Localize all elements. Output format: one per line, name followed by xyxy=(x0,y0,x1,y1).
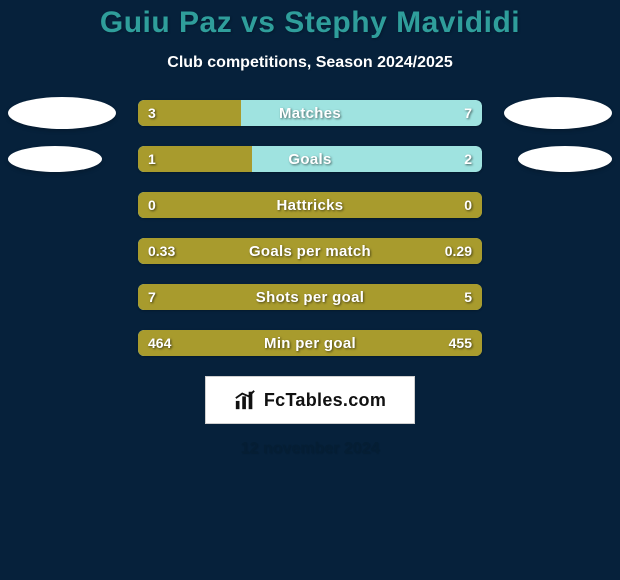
stat-bar: 464455Min per goal xyxy=(138,330,482,356)
stat-row: 0.330.29Goals per match xyxy=(0,238,620,264)
stat-bar-left xyxy=(138,284,482,310)
page-title: Guiu Paz vs Stephy Mavididi xyxy=(100,6,520,40)
stat-bar-left xyxy=(138,238,482,264)
player-right-avatar xyxy=(518,146,612,172)
stat-row: 00Hattricks xyxy=(0,192,620,218)
stat-rows: 37Matches 12Goals 00Hattricks 0.330.29Goals… xyxy=(0,100,620,356)
player-right-avatar xyxy=(504,97,612,129)
stat-bar: 12Goals xyxy=(138,146,482,172)
brand-badge: FcTables.com xyxy=(205,376,415,424)
chart-icon xyxy=(234,389,256,411)
stat-row: 37Matches xyxy=(0,100,620,126)
player-left-avatar xyxy=(8,97,116,129)
stat-bar: 00Hattricks xyxy=(138,192,482,218)
stat-bar: 37Matches xyxy=(138,100,482,126)
stat-row: 75Shots per goal xyxy=(0,284,620,310)
stat-bar: 75Shots per goal xyxy=(138,284,482,310)
stat-bar: 0.330.29Goals per match xyxy=(138,238,482,264)
stat-bar-left xyxy=(138,330,482,356)
stat-row: 464455Min per goal xyxy=(0,330,620,356)
stat-bar-left xyxy=(138,100,241,126)
date-text: 12 november 2024 xyxy=(241,440,380,458)
subtitle: Club competitions, Season 2024/2025 xyxy=(167,54,452,72)
stat-row: 12Goals xyxy=(0,146,620,172)
comparison-canvas: Guiu Paz vs Stephy Mavididi Club competi… xyxy=(0,0,620,580)
stat-bar-left xyxy=(138,192,482,218)
player-left-avatar xyxy=(8,146,102,172)
stat-bar-left xyxy=(138,146,252,172)
brand-text: FcTables.com xyxy=(264,390,386,411)
